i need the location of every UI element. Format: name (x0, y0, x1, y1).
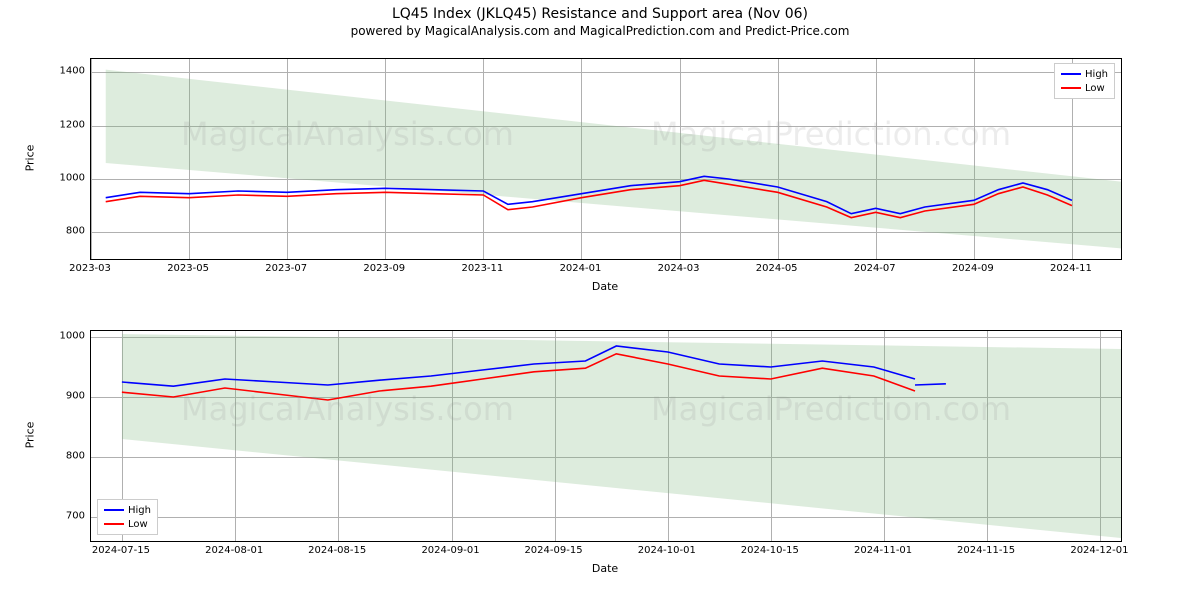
y-tick-label: 1400 (50, 66, 85, 77)
top-chart-svg (91, 59, 1121, 259)
legend-item: High (1061, 67, 1108, 81)
x-tick-label: 2024-11-15 (957, 545, 1015, 556)
y-tick-label: 800 (50, 451, 85, 462)
top-chart-plot-area: MagicalAnalysis.comMagicalPrediction.com… (90, 58, 1122, 260)
x-tick-label: 2024-07 (854, 263, 896, 274)
legend-item: Low (1061, 81, 1108, 95)
legend-item: Low (104, 517, 151, 531)
x-tick-label: 2024-08-15 (308, 545, 366, 556)
legend-item: High (104, 503, 151, 517)
chart-legend: High Low (97, 499, 158, 535)
x-tick-label: 2024-09-15 (524, 545, 582, 556)
x-axis-title: Date (592, 562, 618, 575)
x-tick-label: 2024-03 (658, 263, 700, 274)
bottom-chart-svg (91, 331, 1121, 541)
y-tick-label: 900 (50, 391, 85, 402)
legend-swatch (1061, 73, 1081, 75)
chart-legend: High Low (1054, 63, 1115, 99)
x-tick-label: 2023-05 (167, 263, 209, 274)
legend-swatch (104, 523, 124, 525)
support-resistance-band (122, 334, 1121, 538)
y-tick-label: 1000 (50, 331, 85, 342)
x-tick-label: 2023-07 (265, 263, 307, 274)
x-tick-label: 2024-11-01 (854, 545, 912, 556)
legend-swatch (1061, 87, 1081, 89)
x-tick-label: 2024-08-01 (205, 545, 263, 556)
x-tick-label: 2024-07-15 (92, 545, 150, 556)
y-tick-label: 1000 (50, 173, 85, 184)
legend-label: Low (1085, 83, 1105, 94)
x-tick-label: 2024-11 (1050, 263, 1092, 274)
x-tick-label: 2024-05 (756, 263, 798, 274)
y-axis-title: Price (24, 422, 37, 449)
x-axis-title: Date (592, 280, 618, 293)
x-tick-label: 2024-09-01 (421, 545, 479, 556)
x-tick-label: 2024-12-01 (1070, 545, 1128, 556)
x-tick-label: 2023-03 (69, 263, 111, 274)
y-tick-label: 800 (50, 226, 85, 237)
chart-subtitle: powered by MagicalAnalysis.com and Magic… (0, 24, 1200, 38)
y-tick-label: 700 (50, 511, 85, 522)
x-tick-label: 2023-11 (461, 263, 503, 274)
support-resistance-band (106, 70, 1121, 249)
legend-label: High (1085, 69, 1108, 80)
y-tick-label: 1200 (50, 119, 85, 130)
x-tick-label: 2024-10-01 (638, 545, 696, 556)
bottom-chart-plot-area: MagicalAnalysis.comMagicalPrediction.com… (90, 330, 1122, 542)
x-tick-label: 2024-10-15 (741, 545, 799, 556)
legend-label: High (128, 505, 151, 516)
y-axis-title: Price (24, 145, 37, 172)
x-tick-label: 2024-01 (560, 263, 602, 274)
legend-label: Low (128, 519, 148, 530)
legend-swatch (104, 509, 124, 511)
x-tick-label: 2023-09 (363, 263, 405, 274)
chart-title: LQ45 Index (JKLQ45) Resistance and Suppo… (0, 6, 1200, 22)
x-tick-label: 2024-09 (952, 263, 994, 274)
